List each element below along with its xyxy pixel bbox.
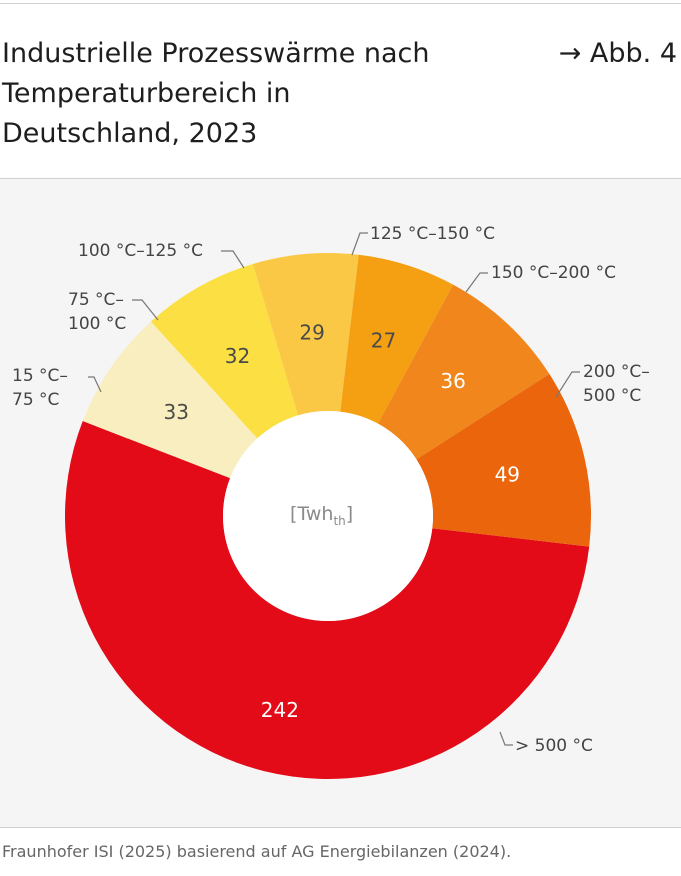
donut-slice <box>82 321 258 479</box>
value-label: 49 <box>495 463 520 487</box>
chart-title: Industrielle Prozesswärme nach Temperatu… <box>2 38 430 149</box>
leader-line <box>555 371 580 398</box>
donut-slice <box>416 374 591 547</box>
category-label-line: 100 °C–125 °C <box>78 241 203 261</box>
unit-text: [Twh <box>290 503 334 525</box>
category-label-line: 200 °C– <box>583 362 650 382</box>
category-label-line: 75 °C– <box>68 290 124 310</box>
leader-line <box>465 272 488 293</box>
value-label: 32 <box>225 344 250 368</box>
donut-slice <box>252 253 359 416</box>
donut-hole <box>223 411 433 621</box>
leader-line <box>132 299 159 321</box>
value-label: 29 <box>299 321 324 345</box>
value-label: 33 <box>163 400 188 424</box>
source-note: Fraunhofer ISI (2025) basierend auf AG E… <box>2 842 512 861</box>
leader-line <box>499 731 513 746</box>
unit-label: [Twhth] <box>290 503 353 528</box>
value-label: 36 <box>440 369 465 393</box>
category-label: 75 °C– 100 °C <box>68 288 126 336</box>
unit-close: ] <box>345 503 354 525</box>
value-label: 242 <box>261 698 299 722</box>
figure-reference: → Abb. 4 <box>558 38 677 69</box>
category-label: 150 °C–200 °C <box>491 261 616 285</box>
category-label: 100 °C–125 °C <box>78 239 203 263</box>
leader-line <box>221 250 245 269</box>
top-divider <box>0 3 681 4</box>
category-label: 125 °C–150 °C <box>370 222 495 246</box>
category-label-line: 100 °C <box>68 314 127 334</box>
donut-slice <box>377 284 550 460</box>
leader-line <box>88 376 102 393</box>
category-label-line: > 500 °C <box>515 736 593 756</box>
category-label-line: 75 °C <box>12 390 60 410</box>
value-label: 27 <box>371 329 396 353</box>
category-label: 200 °C– 500 °C <box>583 360 650 408</box>
category-label: 15 °C– 75 °C <box>12 364 68 412</box>
category-label-line: 150 °C–200 °C <box>491 263 616 283</box>
donut-slice <box>150 263 298 439</box>
category-label-line: 125 °C–150 °C <box>370 224 495 244</box>
category-label-line: 15 °C– <box>12 366 68 386</box>
category-label: > 500 °C <box>515 734 593 758</box>
donut-slice <box>64 421 590 780</box>
unit-subscript: th <box>333 513 346 528</box>
leader-line <box>351 232 368 256</box>
category-label-line: 500 °C <box>583 386 642 406</box>
donut-slice <box>340 254 454 424</box>
